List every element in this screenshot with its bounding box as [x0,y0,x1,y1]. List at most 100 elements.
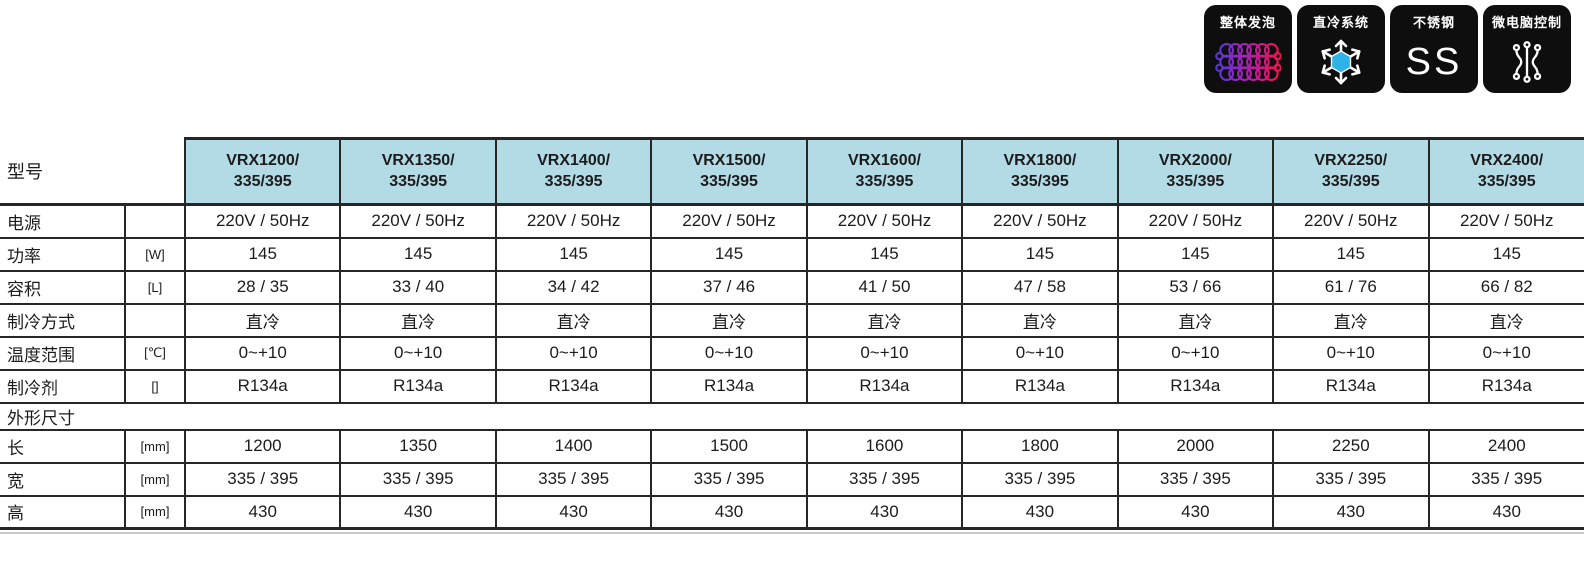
spec-cell: 1350 [339,429,496,464]
spec-cell: R134a [1272,369,1429,404]
circuit-icon [1483,31,1571,93]
spec-cell: 2250 [1272,429,1429,464]
table-row: 制冷剂[] R134a R134a R134a R134a R134a R134a R134a… [0,369,1584,404]
spec-cell: 220V / 50Hz [183,204,341,239]
model-name: VRX1500/ [692,151,766,169]
row-unit [124,204,185,239]
spec-cell: 145 [961,237,1118,272]
spec-cell: 335 / 395 [494,462,652,497]
spec-cell: 335 / 395 [805,462,963,497]
snowflake-icon [1297,31,1385,93]
spec-cell: 2400 [1427,429,1584,464]
spec-cell: 145 [494,237,652,272]
row-label: 高 [0,495,125,530]
spec-cell: 0~+10 [183,336,341,371]
spec-cell: 335 / 395 [1116,462,1274,497]
spec-cell: 335 / 395 [339,462,496,497]
badge-label: 整体发泡 [1219,15,1276,30]
spec-cell: R134a [183,369,341,404]
row-label: 宽 [0,462,125,497]
section-row: 外形尺寸 [0,402,1584,431]
row-unit: [mm] [124,462,185,497]
spec-cell: R134a [494,369,652,404]
spec-cell: 28 / 35 [183,270,341,305]
table-row: 高 [mm] 430 430 430 430 430 430 430 430 430 [0,495,1584,530]
model-name: VRX1800/ [1003,151,1077,169]
table-row: 容积 [L] 28 / 35 33 / 40 34 / 42 37 / 46 41 / 50… [0,270,1584,305]
table-head: 型号 VRX1200/335/395 VRX1350/335/395 VRX1400/… [0,137,1584,206]
spec-cell: 430 [183,495,341,530]
spec-cell: 145 [1427,237,1584,272]
spec-cell: 430 [650,495,807,530]
spec-cell: 0~+10 [494,336,652,371]
spec-cell: 335 / 395 [1427,462,1584,497]
row-unit: [mm] [124,495,185,530]
spec-cell: 430 [1427,495,1584,530]
corner-cell: 型号 [0,138,185,206]
model-size: 335/395 [1166,172,1225,190]
table-bottom-shadow [0,532,1584,534]
table-body: 电源 220V / 50Hz 220V / 50Hz 220V / 50Hz 220V … [0,204,1584,530]
table-row: 长 [mm] 1200 1350 1400 1500 1600 1800 2000 2250 240… [0,429,1584,464]
spec-cell: 430 [805,495,963,530]
spec-cell: R134a [650,369,807,404]
spec-cell: 145 [339,237,496,272]
spec-table: 型号 VRX1200/335/395 VRX1350/335/395 VRX1400/… [0,137,1584,530]
spec-cell: 直冷 [183,303,341,338]
model-size: 335/395 [1321,172,1380,190]
spec-cell: 0~+10 [339,336,496,371]
spec-cell: 66 / 82 [1427,270,1584,305]
badge-foam: 整体发泡 [1204,5,1292,93]
spec-cell: 220V / 50Hz [494,204,652,239]
spec-cell: 220V / 50Hz [805,204,963,239]
spec-cell: 430 [1116,495,1274,530]
spec-cell: 430 [1272,495,1429,530]
model-header-cell: VRX1500/335/395 [650,137,807,206]
model-size: 335/395 [1477,172,1536,190]
model-size: 335/395 [233,172,292,190]
header-row: 型号 VRX1200/335/395 VRX1350/335/395 VRX1400/… [0,137,1584,206]
spec-cell: 直冷 [339,303,496,338]
spec-cell: 220V / 50Hz [961,204,1118,239]
model-name: VRX1350/ [381,151,455,169]
spec-cell: 335 / 395 [183,462,341,497]
model-header-cell: VRX1600/335/395 [805,137,963,206]
row-unit: [L] [124,270,185,305]
table-row: 宽 [mm] 335 / 395 335 / 395 335 / 395 335 / 39… [0,462,1584,497]
row-label: 容积 [0,270,125,305]
table-row: 制冷方式 直冷 直冷 直冷 直冷 直冷 直冷 直冷 直冷 直冷 [0,303,1584,338]
row-label: 长 [0,429,125,464]
spec-cell: 1400 [494,429,652,464]
spec-cell: 0~+10 [650,336,807,371]
spec-cell: 41 / 50 [805,270,963,305]
spec-cell: 145 [183,237,341,272]
model-header-cell: VRX1800/335/395 [961,137,1118,206]
spec-cell: 1800 [961,429,1118,464]
spec-cell: 直冷 [650,303,807,338]
spec-cell: 145 [650,237,807,272]
spec-cell: 0~+10 [961,336,1118,371]
row-label: 温度范围 [0,336,125,371]
model-header-cell: VRX2250/335/395 [1272,137,1429,206]
spec-cell: 直冷 [1427,303,1584,338]
row-unit [124,303,185,338]
spec-cell: 1500 [650,429,807,464]
table-row: 电源 220V / 50Hz 220V / 50Hz 220V / 50Hz 220V … [0,204,1584,239]
spec-cell: 直冷 [805,303,963,338]
spec-cell: 220V / 50Hz [339,204,496,239]
row-label: 电源 [0,204,125,239]
badge-label: 微电脑控制 [1491,15,1562,30]
model-header-cell: VRX2400/335/395 [1427,137,1584,206]
spec-cell: 0~+10 [1272,336,1429,371]
spec-cell: 1600 [805,429,963,464]
spec-cell: 直冷 [961,303,1118,338]
spec-cell: 直冷 [1272,303,1429,338]
ss-label: SS [1405,41,1463,83]
spec-cell: 430 [961,495,1118,530]
spec-cell: 430 [494,495,652,530]
row-label: 制冷剂 [0,369,125,404]
model-size: 335/395 [1010,172,1069,190]
spec-cell: 1200 [183,429,341,464]
table-row: 功率 [W] 145 145 145 145 145 145 145 145 145 [0,237,1584,272]
model-header-cell: VRX1400/335/395 [494,137,652,206]
